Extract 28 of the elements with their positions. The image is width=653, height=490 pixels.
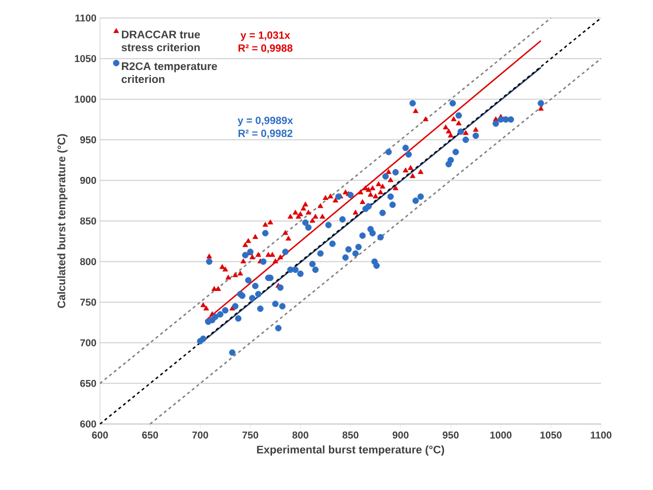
x-tick-label: 750 (242, 432, 258, 439)
legend-label: DRACCAR true stress criterion (122, 30, 200, 52)
x-axis-title: Experimental burst temperature (°C) (257, 445, 444, 456)
x-tick-label: 800 (292, 432, 308, 439)
y-tick-label: 800 (80, 258, 96, 266)
y-tick-label: 1050 (74, 55, 96, 62)
x-tick-label: 1050 (540, 432, 562, 439)
x-tick-label: 650 (142, 432, 158, 439)
y-tick-label: 650 (80, 380, 96, 387)
y-tick-label: 900 (80, 176, 96, 184)
x-tick-label: 600 (92, 432, 108, 439)
x-tick-label: 900 (392, 432, 409, 439)
legend-label: R2CA temperature criterion (122, 62, 218, 84)
x-tick-label: 1000 (490, 432, 512, 439)
y-tick-label: 750 (80, 298, 96, 306)
x-tick-label: 1100 (590, 432, 612, 439)
y-tick-label: 1000 (74, 96, 96, 103)
y-axis-title: Calculated burst temperature (°C) (57, 134, 68, 308)
y-tick-label: 700 (80, 339, 96, 346)
annotation: y = 0,9989x R² = 0,9982 (238, 116, 294, 139)
y-tick-label: 1100 (75, 14, 96, 22)
annotation: y = 1,031x R² = 0,9988 (238, 31, 292, 54)
x-tick-label: 850 (342, 432, 358, 439)
y-tick-label: 600 (80, 420, 96, 428)
x-tick-label: 700 (192, 432, 208, 439)
y-tick-label: 950 (80, 136, 96, 144)
y-tick-label: 850 (80, 217, 96, 225)
x-tick-label: 950 (442, 432, 459, 439)
